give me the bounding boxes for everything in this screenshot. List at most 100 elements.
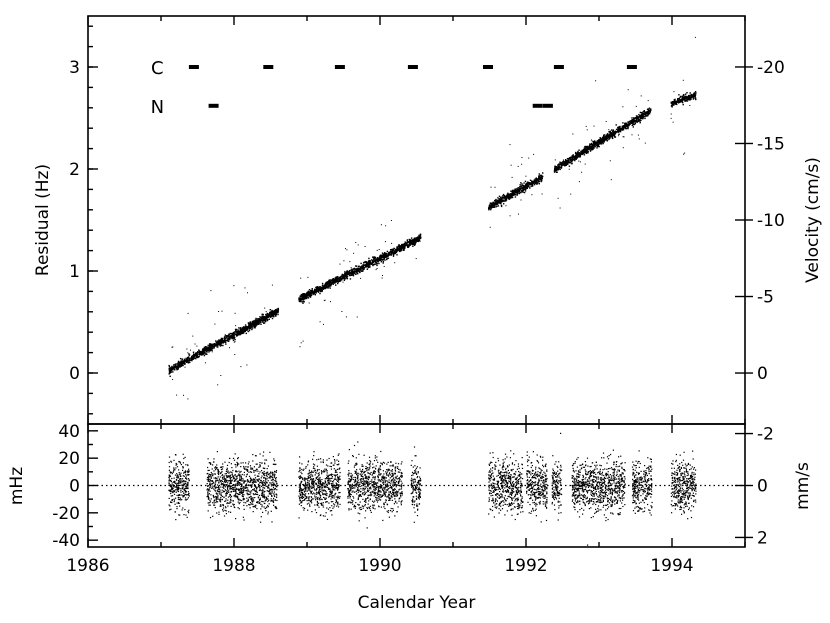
residual-point — [174, 363, 176, 366]
residual-point — [309, 295, 312, 297]
residual-point — [598, 138, 600, 141]
residual-point — [170, 370, 172, 372]
velocity-point — [258, 466, 260, 468]
residual-point — [322, 287, 325, 290]
residual-point — [313, 290, 316, 292]
velocity-point — [188, 492, 190, 494]
residual-point — [206, 349, 208, 351]
residual-outlier — [220, 375, 222, 376]
residual-outlier — [509, 215, 511, 217]
residual-point — [564, 165, 566, 167]
residual-point — [318, 289, 320, 291]
residual-point — [571, 156, 573, 158]
residual-point — [671, 106, 673, 108]
residual-point — [304, 296, 306, 298]
residual-point — [258, 323, 260, 325]
residual-point — [527, 181, 529, 183]
residual-point — [610, 135, 612, 137]
residual-outlier — [322, 289, 324, 290]
residual-point — [259, 321, 261, 324]
residual-point — [590, 147, 592, 149]
residual-point — [571, 161, 573, 163]
residual-point — [321, 290, 323, 292]
residual-point — [301, 294, 304, 296]
residual-point — [260, 323, 262, 325]
residual-outlier — [355, 242, 357, 243]
residual-outlier — [229, 347, 230, 349]
residual-point — [298, 299, 300, 301]
residual-point — [393, 251, 395, 254]
residual-point — [354, 268, 356, 270]
residual-point — [376, 260, 379, 263]
velocity-point — [254, 455, 257, 457]
residual-point — [418, 234, 420, 237]
residual-point — [299, 297, 301, 300]
residual-point — [488, 207, 490, 209]
residual-point — [327, 281, 329, 283]
residual-segment — [488, 144, 544, 228]
velocity-point — [223, 483, 225, 486]
residual-point — [221, 338, 224, 340]
residual-outlier — [581, 171, 583, 173]
residual-point — [491, 203, 494, 206]
residual-outlier — [171, 346, 173, 348]
residual-point — [585, 151, 587, 154]
velocity-point — [170, 460, 172, 462]
residual-point — [524, 187, 526, 190]
residual-point — [381, 252, 384, 254]
residual-point — [336, 280, 339, 282]
residual-point — [516, 192, 518, 195]
velocity-point — [216, 477, 218, 479]
residual-point — [637, 120, 639, 123]
residual-point — [378, 259, 381, 262]
residual-point — [306, 293, 309, 295]
residual-point — [671, 103, 673, 105]
residual-point — [572, 156, 575, 158]
residual-point — [366, 262, 368, 264]
residual-point — [381, 256, 384, 258]
residual-point — [531, 184, 534, 186]
residual-outlier — [360, 277, 362, 279]
residual-point — [369, 265, 371, 267]
residual-point — [181, 363, 183, 365]
residual-point — [505, 199, 508, 201]
residual-point — [526, 185, 528, 188]
residual-outlier — [307, 276, 309, 278]
velocity-point — [182, 466, 184, 468]
velocity-point — [273, 472, 275, 474]
marker-row-C: C — [151, 58, 637, 79]
velocity-point — [256, 491, 258, 494]
velocity-point — [170, 485, 172, 487]
velocity-point — [210, 476, 212, 478]
residual-point — [339, 277, 341, 279]
residual-point — [273, 315, 275, 318]
velocity-point — [173, 499, 176, 501]
residual-outlier — [682, 79, 684, 81]
residual-point — [358, 268, 360, 270]
velocity-point — [182, 480, 184, 482]
velocity-point — [168, 476, 170, 478]
residual-point — [501, 197, 503, 199]
velocity-point — [242, 493, 244, 495]
residual-outlier — [211, 351, 213, 353]
residual-point — [403, 247, 405, 249]
velocity-point — [169, 486, 171, 488]
residual-point — [532, 181, 534, 184]
residual-point — [406, 240, 408, 242]
velocity-point — [225, 486, 227, 488]
residual-point — [262, 315, 264, 317]
residual-point — [576, 152, 578, 154]
residual-point — [503, 195, 506, 197]
residual-point — [382, 262, 384, 264]
residual-point — [569, 157, 571, 159]
velocity-point — [215, 501, 217, 504]
velocity-point — [222, 486, 224, 488]
velocity-point — [257, 486, 259, 488]
residual-point — [272, 310, 274, 312]
residual-point — [536, 182, 538, 184]
residual-point — [350, 269, 352, 271]
residual-point — [560, 166, 563, 168]
residual-point — [168, 373, 170, 375]
residual-point — [524, 184, 527, 187]
residual-point — [317, 289, 319, 291]
